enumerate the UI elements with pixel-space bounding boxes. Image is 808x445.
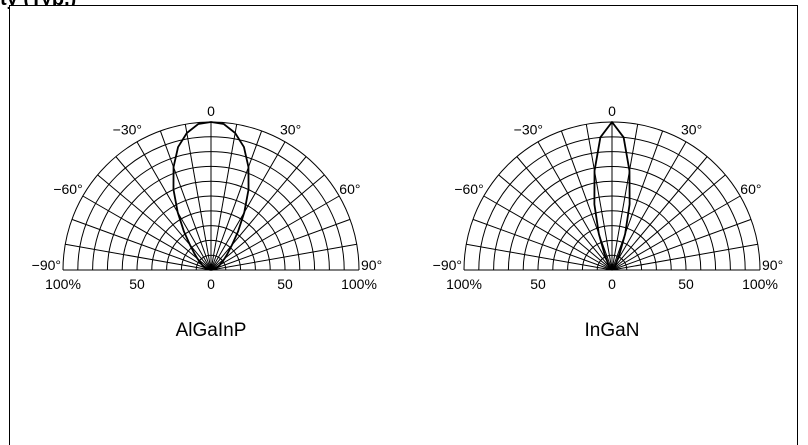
- grid-spoke-0--40: [115, 156, 212, 271]
- grid-spoke-1-30: [611, 141, 687, 271]
- radial-tick-1-3: 50: [678, 276, 694, 292]
- grid-spoke-0-40: [210, 156, 307, 271]
- grid-spoke-0-60: [210, 195, 340, 271]
- grid-spoke-1-10: [611, 124, 639, 271]
- grid-spoke-0--20: [159, 130, 212, 271]
- grid-spoke-0-50: [210, 174, 325, 271]
- radial-tick-1-2: 0: [608, 276, 616, 292]
- angle-label-0-0: 0: [207, 103, 215, 119]
- grid-spoke-1--70: [472, 218, 613, 271]
- grid-spoke-0--80: [65, 243, 212, 271]
- grid-spoke-1-80: [611, 243, 758, 271]
- grid-spoke-0--50: [97, 174, 212, 271]
- series-curve-1-0: [593, 121, 631, 271]
- grid-spoke-1--10: [585, 124, 613, 271]
- grid-spoke-1--40: [516, 156, 613, 271]
- angle-label-1-0: 0: [608, 103, 616, 119]
- grid-spoke-1-70: [611, 218, 752, 271]
- series-curve-0-0: [172, 121, 250, 271]
- chart-panel: [9, 5, 798, 445]
- angle-label-0-6: 90°: [361, 257, 382, 273]
- grid-spoke-1-40: [611, 156, 708, 271]
- radial-tick-0-3: 50: [277, 276, 293, 292]
- grid-spoke-1--80: [466, 243, 613, 271]
- radial-tick-1-4: 100%: [742, 276, 778, 292]
- caption-0: AlGaInP: [176, 320, 247, 341]
- grid-spoke-1-20: [611, 130, 664, 271]
- grid-spoke-0--30: [136, 141, 212, 271]
- angle-label-0-1: −30°: [113, 122, 142, 138]
- grid-spoke-0-20: [210, 130, 263, 271]
- grid-spoke-1-50: [611, 174, 726, 271]
- angle-label-1-2: 30°: [681, 122, 702, 138]
- angle-label-1-5: −90°: [433, 257, 462, 273]
- grid-spoke-1-60: [611, 195, 741, 271]
- radial-tick-0-4: 100%: [341, 276, 377, 292]
- radial-tick-0-0: 100%: [45, 276, 81, 292]
- angle-label-1-3: −60°: [454, 181, 483, 197]
- angle-label-1-4: 60°: [740, 181, 761, 197]
- grid-spoke-1--60: [483, 195, 613, 271]
- grid-spoke-0-80: [210, 243, 357, 271]
- radial-tick-1-0: 100%: [446, 276, 482, 292]
- grid-spoke-0-70: [210, 218, 351, 271]
- angle-label-1-1: −30°: [514, 122, 543, 138]
- radial-tick-0-2: 0: [207, 276, 215, 292]
- angle-label-0-2: 30°: [280, 122, 301, 138]
- radial-tick-1-1: 50: [530, 276, 546, 292]
- caption-1: InGaN: [585, 320, 640, 341]
- grid-spoke-1--30: [537, 141, 613, 271]
- angle-label-1-6: 90°: [762, 257, 783, 273]
- grid-spoke-0-10: [210, 124, 238, 271]
- angle-label-0-5: −90°: [32, 257, 61, 273]
- grid-spoke-0-30: [210, 141, 286, 271]
- grid-spoke-1--50: [498, 174, 613, 271]
- grid-spoke-1--20: [560, 130, 613, 271]
- grid-spoke-0--60: [82, 195, 212, 271]
- grid-spoke-0--10: [184, 124, 212, 271]
- angle-label-0-4: 60°: [339, 181, 360, 197]
- grid-spoke-0--70: [71, 218, 212, 271]
- angle-label-0-3: −60°: [53, 181, 82, 197]
- radial-tick-0-1: 50: [129, 276, 145, 292]
